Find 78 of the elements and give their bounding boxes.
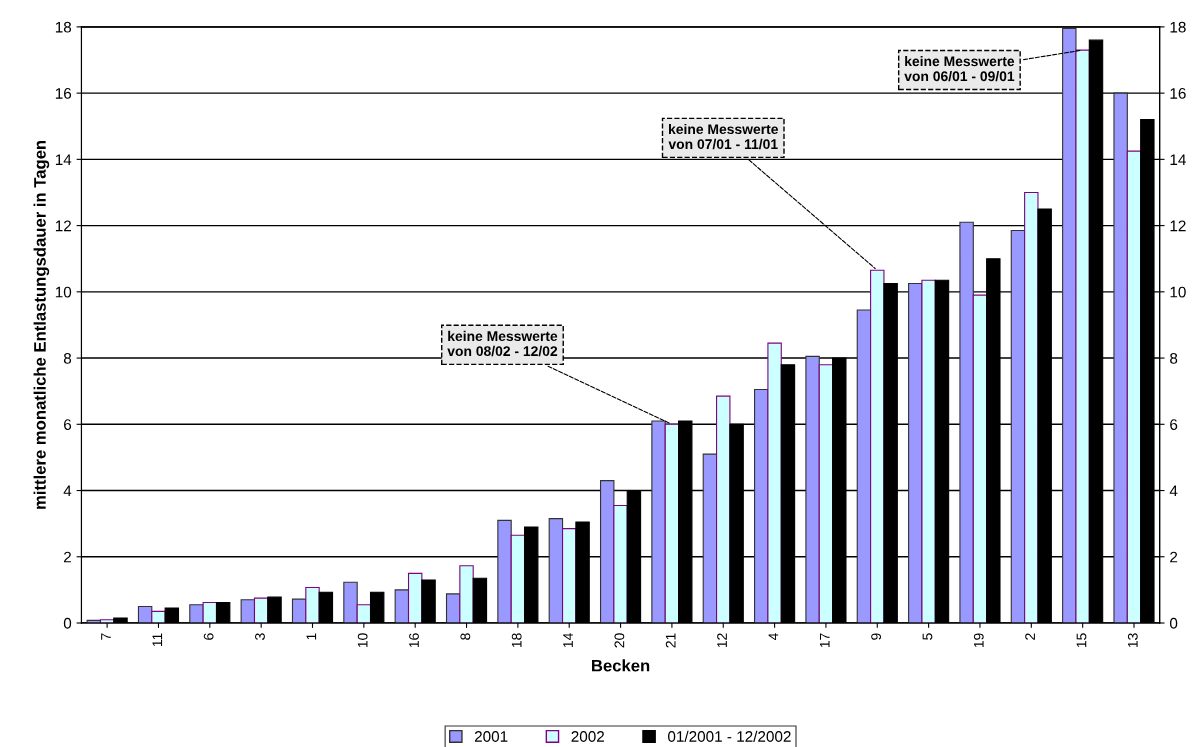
x-tick-label: 12 (717, 633, 727, 648)
legend-label: 01/2001 - 12/2002 (668, 730, 791, 742)
annotation: keine Messwerte von 06/01 - 09/01 (904, 55, 1015, 82)
annotation: keine Messwerte von 08/02 - 12/02 (447, 330, 558, 357)
x-tick-label: 2 (1025, 633, 1035, 640)
bar (754, 388, 769, 623)
x-tick-label: 18 (511, 633, 522, 648)
x-tick-label: 3 (255, 633, 265, 640)
y-axis-title: mittlere monatliche Entlastungsdauer in Tagen (33, 140, 50, 509)
y2-tick-label: 18 (1170, 21, 1186, 33)
x-tick-label: 10 (357, 633, 368, 648)
y2-tick-label: 14 (1170, 154, 1186, 165)
x-tick-label: 13 (1127, 633, 1138, 648)
x-tick-label: 9 (871, 633, 882, 640)
y2-tick-label: 12 (1170, 220, 1186, 232)
bar (343, 581, 358, 623)
annotation: keine Messwerte von 07/01 - 11/01 (668, 123, 778, 150)
bar (818, 364, 834, 623)
y2-tick-label: 2 (1170, 551, 1178, 563)
y-tick-label: 6 (64, 419, 72, 430)
y-tick-label: 14 (55, 154, 72, 165)
bar (202, 601, 218, 623)
bar (767, 342, 782, 623)
bar (1024, 191, 1039, 623)
x-tick-label: 21 (665, 633, 676, 648)
y2-tick-label: 4 (1169, 485, 1178, 497)
y2-tick-label: 6 (1170, 419, 1178, 430)
bar (1113, 92, 1128, 623)
bar (959, 221, 974, 623)
y-tick-label: 4 (63, 485, 72, 497)
y2-tick-label: 16 (1170, 87, 1186, 99)
y-tick-label: 12 (55, 220, 71, 232)
bar (1062, 27, 1077, 623)
x-tick-label: 20 (614, 633, 625, 648)
bar (805, 355, 820, 623)
bar (1075, 49, 1090, 623)
bar (856, 309, 872, 623)
x-tick-label: 19 (973, 633, 984, 648)
bar (407, 572, 423, 623)
x-axis-title: Becken (592, 659, 650, 672)
y-tick-label: 8 (63, 352, 72, 364)
x-tick-label: 17 (819, 633, 830, 648)
bar (1126, 150, 1142, 623)
bar (1010, 230, 1026, 623)
bar (702, 453, 718, 623)
bar (870, 269, 885, 623)
bar (651, 420, 666, 623)
y-tick-label: 10 (55, 286, 72, 298)
bar (908, 282, 923, 623)
y-tick-label: 0 (63, 617, 72, 629)
y2-tick-label: 10 (1170, 286, 1186, 298)
x-tick-label: 4 (768, 633, 779, 641)
bar (972, 294, 988, 623)
x-tick-label: 7 (101, 633, 111, 640)
bar (613, 504, 628, 623)
legend-label: 2002 (571, 731, 604, 742)
x-tick-label: 16 (409, 633, 419, 648)
bar (459, 565, 474, 623)
bar (548, 518, 564, 623)
bar (599, 480, 615, 623)
bar (716, 395, 731, 623)
x-tick-label: 11 (152, 633, 163, 647)
bar (497, 519, 512, 623)
x-tick-label: 5 (922, 633, 933, 640)
bar (305, 587, 320, 623)
y-tick-label: 16 (55, 87, 72, 99)
x-tick-label: 14 (563, 633, 573, 648)
x-tick-label: 15 (1076, 633, 1087, 648)
legend-label: 2001 (474, 731, 508, 742)
x-tick-label: 8 (460, 633, 471, 640)
bar (921, 279, 936, 623)
x-tick-label: 6 (203, 633, 214, 640)
y-tick-label: 2 (64, 551, 71, 563)
bar (240, 599, 256, 623)
y2-tick-label: 8 (1170, 352, 1178, 364)
x-tick-label: 1 (306, 633, 317, 640)
y2-tick-label: 0 (1169, 617, 1178, 629)
y-tick-label: 18 (55, 21, 72, 33)
